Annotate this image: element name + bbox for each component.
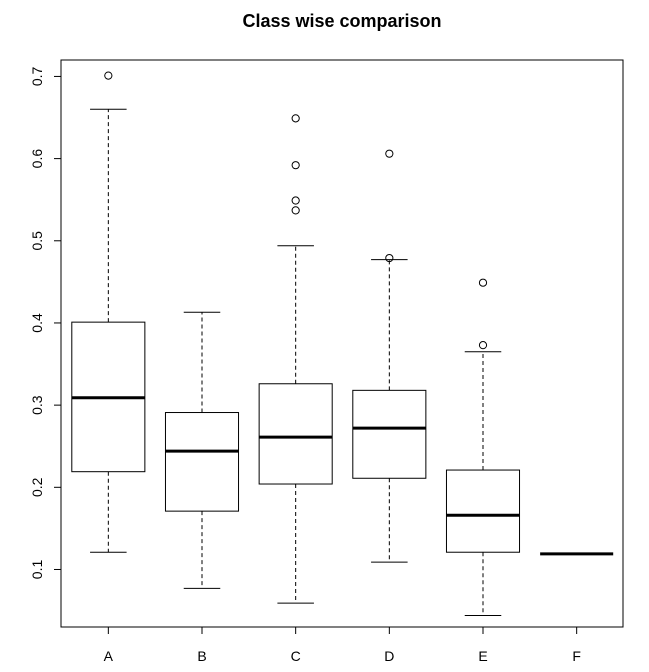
y-tick-label: 0.6 <box>29 149 45 169</box>
outlier-point <box>385 149 394 158</box>
box-group-D <box>352 149 427 563</box>
box-group-E <box>445 278 521 616</box>
outlier-point <box>104 71 113 80</box>
iqr-box <box>258 383 333 485</box>
y-tick-label: 0.7 <box>29 66 45 86</box>
y-axis: 0.1 0.2 0.3 0.4 0.5 0.6 0.7 <box>29 66 62 580</box>
y-tick-label: 0.2 <box>29 477 45 497</box>
y-tick-label: 0.1 <box>29 560 45 580</box>
iqr-box <box>352 389 427 479</box>
y-tick-label: 0.5 <box>29 231 45 251</box>
y-tick-label: 0.3 <box>29 395 45 415</box>
x-tick-label: C <box>291 648 301 664</box>
plot-frame <box>60 59 624 628</box>
iqr-box <box>445 469 521 553</box>
x-tick-label: A <box>104 648 114 664</box>
outlier-point <box>478 278 488 287</box>
box-group-A <box>71 71 146 553</box>
outlier-point <box>291 196 300 205</box>
box-group-C <box>258 114 333 604</box>
x-tick-label: E <box>478 648 487 664</box>
outlier-point <box>478 341 488 350</box>
y-tick-label: 0.4 <box>29 313 45 333</box>
outlier-point <box>291 114 300 123</box>
x-tick-label: F <box>572 648 581 664</box>
outlier-point <box>385 253 394 263</box>
chart-title: Class wise comparison <box>242 11 441 31</box>
x-axis: A B C D E F <box>104 626 581 664</box>
x-tick-label: D <box>384 648 394 664</box>
outlier-point <box>291 206 300 215</box>
boxes-layer <box>71 71 614 616</box>
x-tick-label: B <box>197 648 206 664</box>
iqr-box <box>164 412 240 512</box>
box-group-B <box>164 311 240 589</box>
outlier-point <box>291 161 300 170</box>
